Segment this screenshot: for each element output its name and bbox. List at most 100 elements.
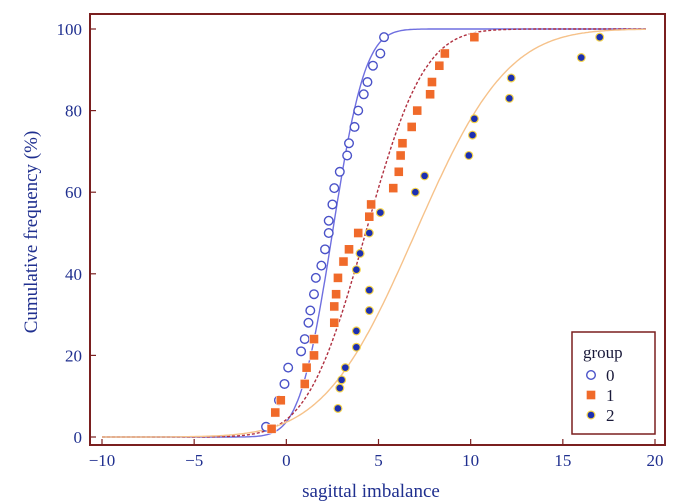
data-point-group-2 bbox=[337, 375, 347, 385]
data-point-group-1 bbox=[406, 122, 417, 132]
data-point-group-0 bbox=[323, 227, 334, 238]
data-point-group-2 bbox=[364, 306, 374, 316]
data-point-group-1 bbox=[301, 362, 312, 373]
legend-box bbox=[571, 331, 656, 435]
data-point-group-1 bbox=[425, 89, 436, 100]
data-point-group-1 bbox=[353, 228, 364, 238]
y-tick-label: 60 bbox=[65, 183, 82, 202]
data-point-group-1 bbox=[299, 379, 310, 389]
data-point-group-0 bbox=[353, 105, 364, 116]
data-point-group-2 bbox=[335, 383, 345, 393]
data-point-group-0 bbox=[367, 60, 378, 71]
data-point-group-2 bbox=[468, 130, 478, 140]
data-point-group-0 bbox=[327, 199, 338, 210]
x-tick-label: 5 bbox=[374, 451, 383, 470]
data-point-group-0 bbox=[316, 260, 327, 271]
data-point-group-2 bbox=[351, 342, 361, 352]
data-point-group-1 bbox=[397, 138, 408, 149]
data-point-group-0 bbox=[375, 48, 386, 59]
data-point-group-2 bbox=[375, 208, 385, 218]
x-tick-label: 20 bbox=[647, 451, 664, 470]
data-point-group-1 bbox=[364, 211, 375, 222]
data-point-group-1 bbox=[439, 48, 450, 59]
data-point-group-0 bbox=[342, 150, 353, 161]
data-point-group-2 bbox=[410, 187, 420, 197]
fit-curve-group-2 bbox=[102, 28, 646, 438]
plot-frame bbox=[89, 13, 666, 446]
x-tick-label: 0 bbox=[282, 451, 291, 470]
data-point-group-2 bbox=[333, 403, 343, 413]
data-point-group-1 bbox=[395, 150, 406, 161]
legend-label-group-0: 0 bbox=[606, 366, 615, 385]
data-point-group-1 bbox=[469, 32, 480, 43]
y-axis-title: Cumulative frequency (%) bbox=[21, 131, 42, 334]
data-points bbox=[261, 32, 605, 434]
y-axis: 0 20 40 60 80 100 bbox=[57, 20, 96, 447]
y-tick-label: 100 bbox=[57, 20, 83, 39]
data-point-group-1 bbox=[309, 350, 319, 361]
fit-curves bbox=[102, 28, 646, 438]
data-point-group-1 bbox=[393, 166, 404, 177]
legend-marker-group-0 bbox=[586, 370, 597, 381]
legend-marker-group-2 bbox=[586, 410, 596, 420]
legend-items: 012 bbox=[586, 366, 615, 425]
data-point-group-2 bbox=[464, 150, 474, 160]
data-point-group-1 bbox=[329, 301, 340, 312]
x-tick-label: 15 bbox=[554, 451, 571, 470]
legend-marker-group-1 bbox=[586, 390, 596, 400]
data-point-group-1 bbox=[412, 105, 423, 116]
data-point-group-0 bbox=[283, 362, 294, 373]
legend-title: group bbox=[583, 343, 623, 362]
fit-curve-group-0 bbox=[102, 28, 646, 438]
x-tick-label: 10 bbox=[462, 451, 479, 470]
data-point-group-1 bbox=[338, 256, 349, 267]
y-tick-label: 40 bbox=[65, 265, 82, 284]
y-tick-label: 0 bbox=[74, 428, 83, 447]
data-point-group-1 bbox=[344, 244, 354, 255]
data-point-group-1 bbox=[388, 183, 399, 194]
x-axis-title: sagittal imbalance bbox=[302, 481, 440, 502]
data-point-group-2 bbox=[576, 53, 586, 63]
data-point-group-0 bbox=[305, 305, 316, 316]
data-point-group-2 bbox=[351, 326, 361, 336]
data-point-group-1 bbox=[309, 334, 319, 344]
x-axis: −10 −5 0 5 10 15 20 bbox=[89, 439, 664, 470]
data-point-group-2 bbox=[351, 265, 361, 275]
data-point-group-2 bbox=[420, 171, 430, 181]
data-point-group-0 bbox=[320, 244, 331, 255]
data-point-group-0 bbox=[323, 215, 334, 226]
data-point-group-1 bbox=[366, 199, 377, 210]
data-point-group-0 bbox=[308, 289, 319, 300]
data-point-group-2 bbox=[504, 93, 514, 103]
data-point-group-1 bbox=[275, 395, 286, 406]
data-point-group-2 bbox=[506, 73, 516, 83]
data-point-group-2 bbox=[355, 248, 365, 258]
data-point-group-1 bbox=[333, 272, 343, 283]
data-point-group-0 bbox=[362, 77, 373, 88]
data-point-group-1 bbox=[266, 423, 277, 434]
data-point-group-0 bbox=[296, 346, 307, 357]
data-point-group-0 bbox=[279, 378, 290, 389]
data-point-group-2 bbox=[364, 285, 374, 295]
x-tick-label: −5 bbox=[185, 451, 203, 470]
y-tick-label: 80 bbox=[65, 102, 82, 121]
data-point-group-0 bbox=[303, 317, 314, 328]
data-point-group-0 bbox=[310, 272, 321, 283]
data-point-group-0 bbox=[379, 32, 390, 43]
data-point-group-1 bbox=[270, 407, 281, 418]
legend-label-group-2: 2 bbox=[606, 406, 615, 425]
data-point-group-2 bbox=[340, 363, 350, 373]
data-point-group-2 bbox=[364, 228, 374, 238]
data-point-group-1 bbox=[331, 289, 342, 300]
data-point-group-0 bbox=[299, 334, 310, 345]
data-point-group-2 bbox=[469, 114, 479, 124]
data-point-group-0 bbox=[344, 138, 355, 149]
data-point-group-1 bbox=[427, 77, 437, 87]
legend: group 012 bbox=[571, 331, 656, 435]
data-point-group-0 bbox=[329, 183, 340, 194]
data-point-group-1 bbox=[434, 60, 445, 71]
legend-label-group-1: 1 bbox=[606, 386, 615, 405]
y-tick-label: 20 bbox=[65, 346, 82, 365]
data-point-group-1 bbox=[329, 317, 340, 328]
